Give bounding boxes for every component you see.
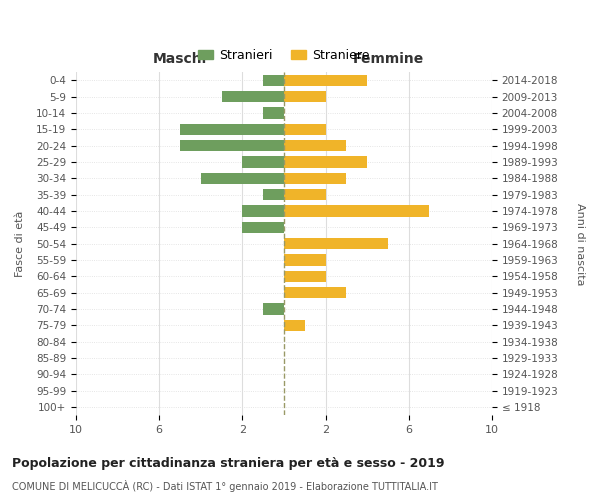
Bar [284,172,346,184]
Bar [263,74,284,86]
Text: Popolazione per cittadinanza straniera per età e sesso - 2019: Popolazione per cittadinanza straniera p… [12,458,445,470]
Bar [284,206,430,217]
Bar [242,206,284,217]
Y-axis label: Fasce di età: Fasce di età [15,210,25,277]
Bar [180,124,284,135]
Bar [284,74,367,86]
Bar [284,140,346,151]
Bar [284,270,326,282]
Bar [180,140,284,151]
Legend: Stranieri, Straniere: Stranieri, Straniere [193,44,375,67]
Bar [284,287,346,298]
Bar [242,222,284,233]
Bar [221,91,284,102]
Bar [284,238,388,250]
Bar [284,254,326,266]
Text: Femmine: Femmine [352,52,424,66]
Y-axis label: Anni di nascita: Anni di nascita [575,202,585,285]
Bar [284,320,305,331]
Text: Maschi: Maschi [153,52,207,66]
Bar [263,108,284,119]
Bar [284,124,326,135]
Bar [284,189,326,200]
Bar [263,304,284,315]
Bar [201,172,284,184]
Text: COMUNE DI MELICUCCÀ (RC) - Dati ISTAT 1° gennaio 2019 - Elaborazione TUTTITALIA.: COMUNE DI MELICUCCÀ (RC) - Dati ISTAT 1°… [12,480,438,492]
Bar [284,91,326,102]
Bar [263,189,284,200]
Bar [284,156,367,168]
Bar [242,156,284,168]
